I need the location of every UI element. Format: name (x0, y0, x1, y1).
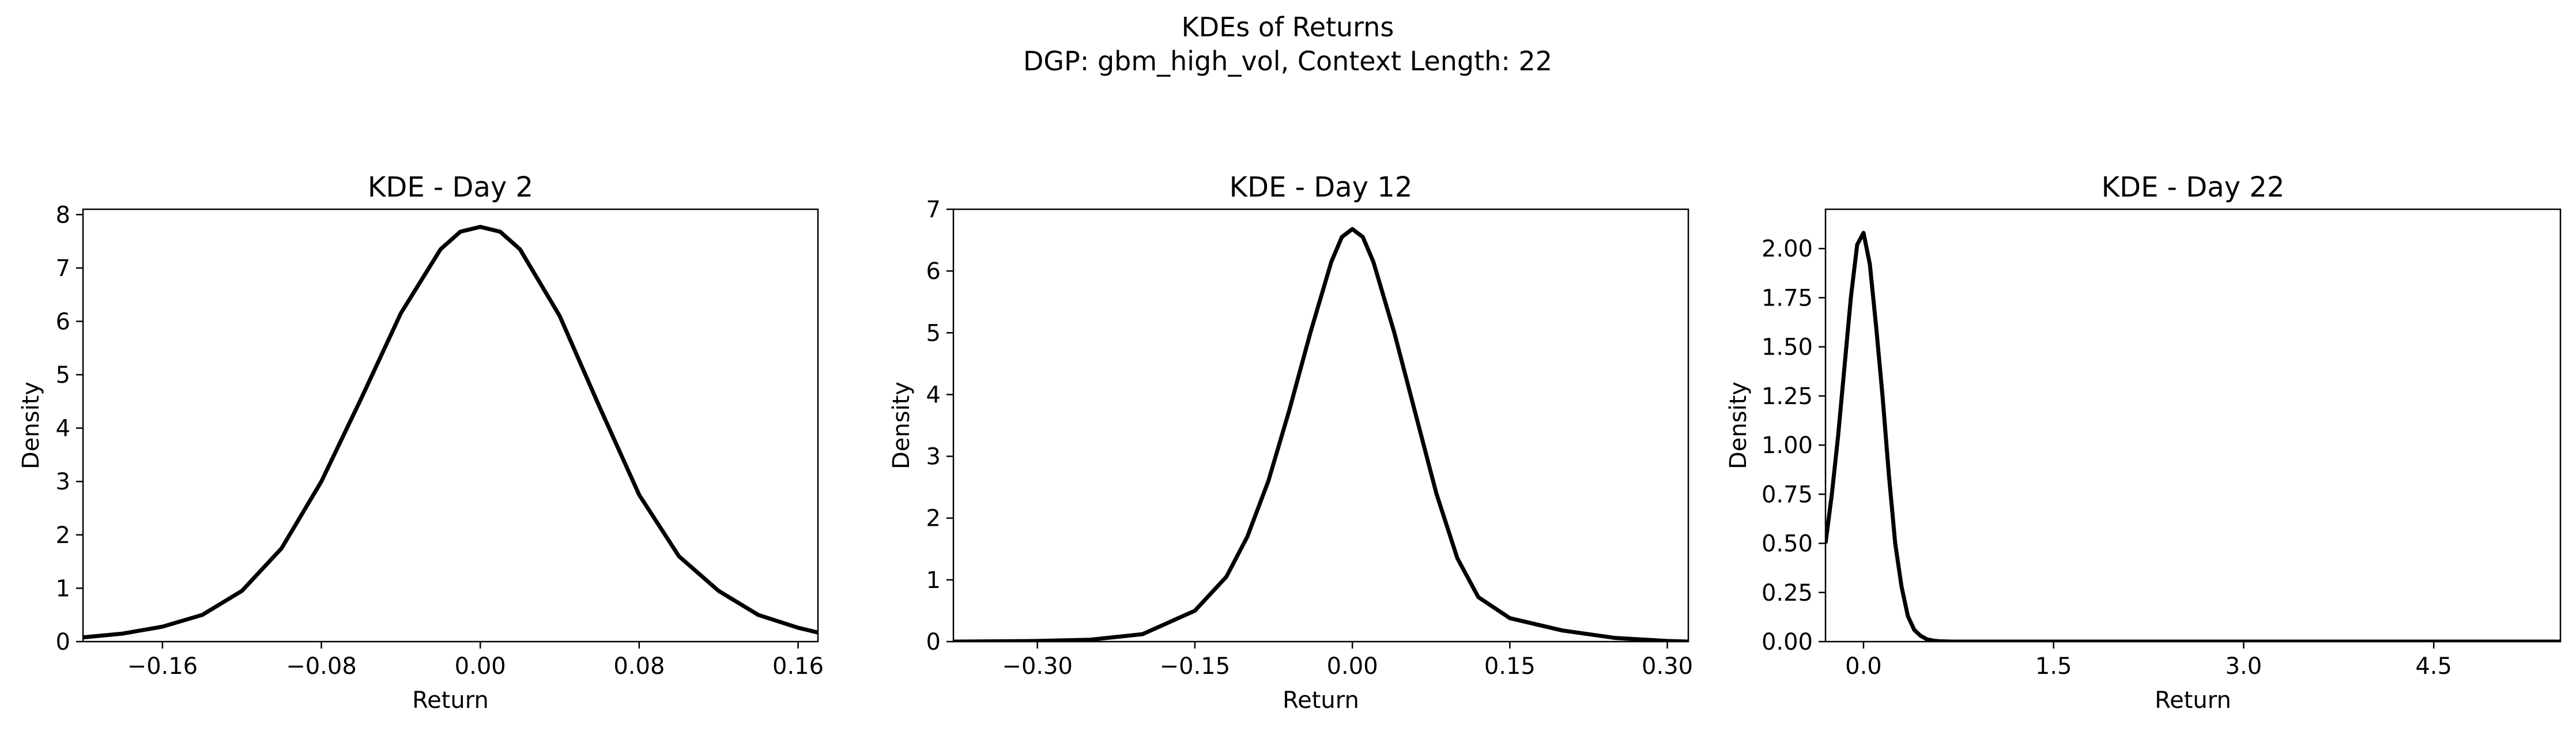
y-tick-label: 7 (926, 197, 941, 223)
x-tick-label: 0.0 (1845, 653, 1882, 680)
y-tick-label: 2 (56, 522, 70, 549)
x-tick-label: 0.30 (1642, 653, 1693, 680)
y-tick-label: 5 (926, 320, 941, 346)
x-tick-label: 0.00 (1327, 653, 1378, 680)
subplot-title: KDE - Day 2 (368, 171, 533, 203)
y-tick-label: 8 (56, 202, 70, 228)
y-tick-label: 1 (926, 567, 941, 594)
x-tick-label: −0.30 (1002, 653, 1073, 680)
y-tick-label: 0 (926, 629, 941, 655)
x-tick-label: 3.0 (2226, 653, 2262, 680)
y-tick-label: 0.50 (1762, 531, 1813, 557)
x-tick-label: 0.15 (1484, 653, 1536, 680)
y-tick-label: 0.25 (1762, 580, 1813, 606)
y-axis-label: Density (18, 382, 44, 469)
kde-line (953, 227, 1688, 642)
y-tick-label: 3 (56, 469, 70, 495)
y-tick-label: 1.50 (1762, 334, 1813, 361)
x-tick-label: 0.08 (613, 653, 665, 680)
x-tick-label: 0.16 (772, 653, 824, 680)
axes-frame (1824, 208, 2562, 643)
subplot-title: KDE - Day 12 (1229, 171, 1413, 203)
y-tick-label: 1.25 (1762, 383, 1813, 410)
subplot-1: −0.16 −0.08 0.00 0.08 0.16 0 1 2 3 4 5 6 7 8 KDE - Day… (18, 171, 824, 714)
y-tick-label: 5 (56, 362, 70, 389)
y-tick-label: 2.00 (1762, 236, 1813, 262)
x-axis-label: Return (412, 687, 489, 714)
suptitle-line2: DGP: gbm_high_vol, Context Length: 22 (1023, 46, 1552, 77)
x-tick-label: 0.00 (455, 653, 506, 680)
y-tick-label: 1.75 (1762, 285, 1813, 311)
x-tick-label: 1.5 (2035, 653, 2072, 680)
y-axis-label: Density (888, 382, 915, 469)
y-tick-label: 4 (926, 382, 941, 408)
y-tick-label: 6 (56, 308, 70, 335)
x-tick-label: −0.08 (286, 653, 357, 680)
y-tick-label: 2 (926, 506, 941, 532)
subplot-3: 0.0 1.5 3.0 4.5 0.00 0.25 0.50 0.75 1.00 1.25 1.50… (1725, 171, 2562, 714)
y-tick-label: 1 (56, 575, 70, 602)
x-tick-label: −0.16 (127, 653, 198, 680)
x-tick-label: 4.5 (2415, 653, 2452, 680)
subplot-title: KDE - Day 22 (2102, 171, 2285, 203)
y-tick-label: 0 (56, 629, 70, 655)
subplot-2: −0.30 −0.15 0.00 0.15 0.30 0 1 2 3 4 5 6 7 KDE - Day … (888, 171, 1693, 714)
y-tick-label: 4 (56, 416, 70, 442)
x-tick-label: −0.15 (1160, 653, 1231, 680)
y-tick-label: 3 (926, 444, 941, 470)
y-tick-label: 0.00 (1762, 629, 1813, 655)
y-tick-label: 1.00 (1762, 432, 1813, 459)
axes-frame (952, 208, 1689, 643)
kde-line (1826, 231, 2560, 642)
x-axis-label: Return (1283, 687, 1359, 714)
suptitle-line1: KDEs of Returns (1182, 12, 1394, 43)
y-axis-label: Density (1725, 382, 1752, 469)
kde-line (83, 225, 818, 640)
y-tick-label: 7 (56, 255, 70, 282)
y-tick-label: 0.75 (1762, 481, 1813, 508)
axes-frame (82, 208, 819, 643)
y-tick-label: 6 (926, 258, 941, 285)
x-axis-label: Return (2155, 687, 2231, 714)
